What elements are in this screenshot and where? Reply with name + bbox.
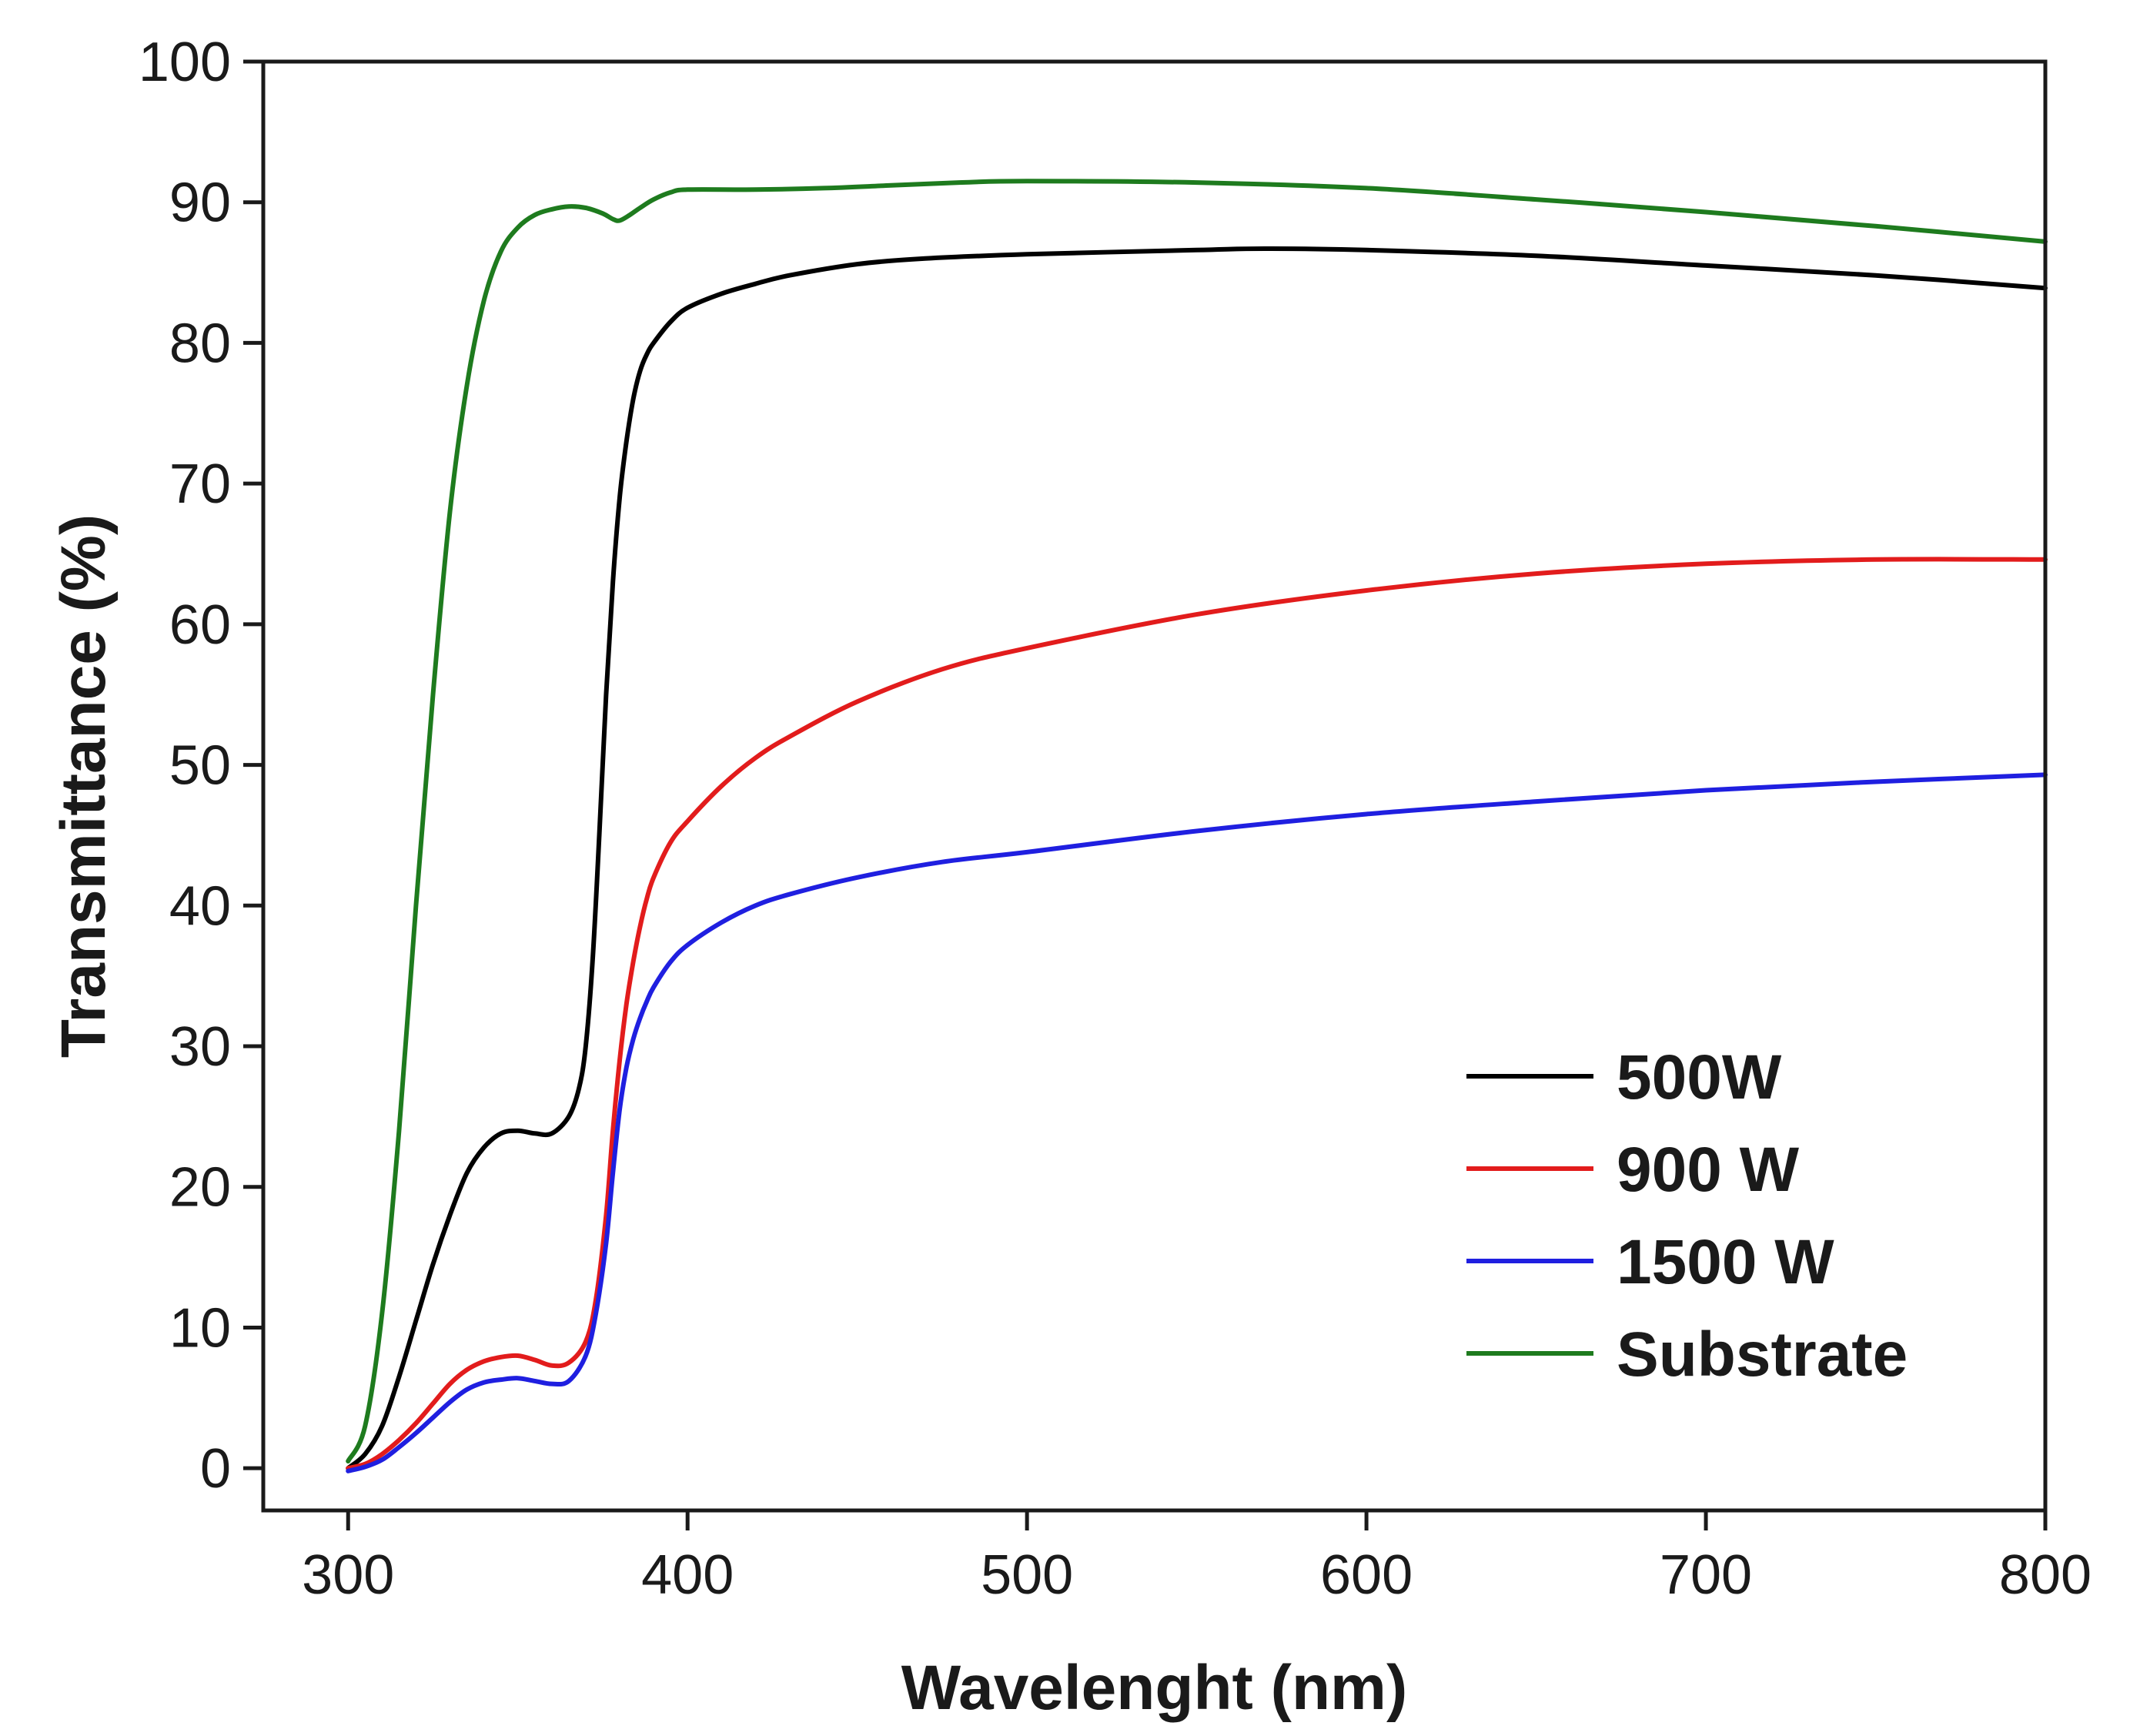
y-axis-title: Transmittance (%) [48,514,119,1058]
x-tick-label-700: 700 [1660,1544,1752,1606]
y-tick-label-70: 70 [169,453,231,515]
series-line-substrate [346,179,2048,1463]
y-tick-label-50: 50 [169,735,231,797]
y-tick-label-90: 90 [169,172,231,234]
y-tick-label-80: 80 [169,313,231,374]
legend-label-500w: 500W [1617,1042,1782,1112]
x-tick-label-300: 300 [302,1544,394,1606]
series-line-1500-w [346,772,2048,1473]
y-tick-label-100: 100 [139,32,231,93]
y-tick-label-0: 0 [200,1438,231,1500]
plot-frame [261,59,2048,1513]
y-tick-label-30: 30 [169,1016,231,1078]
y-tick-label-20: 20 [169,1157,231,1219]
x-tick-label-800: 800 [1999,1544,2092,1606]
series-line-500w [346,246,2048,1471]
legend-label-substrate: Substrate [1617,1320,1908,1390]
y-tick-label-60: 60 [169,594,231,656]
y-tick-label-40: 40 [169,875,231,937]
x-tick-label-600: 600 [1320,1544,1413,1606]
legend-label-900-w: 900 W [1617,1135,1800,1205]
series-layer [346,179,2048,1473]
legend-label-1500-w: 1500 W [1617,1227,1834,1297]
y-tick-label-10: 10 [169,1297,231,1359]
x-tick-label-400: 400 [641,1544,734,1606]
series-line-900-w [346,557,2048,1471]
axis-layer: 300 400 500 600 700 800 0 10 20 30 40 50 60 70 80 90 100 [139,32,2092,1606]
x-tick-label-500: 500 [981,1544,1073,1606]
x-axis-title: Wavelenght (nm) [901,1653,1408,1723]
legend: 500W 900 W 1500 W Substrate [1466,1042,1908,1390]
